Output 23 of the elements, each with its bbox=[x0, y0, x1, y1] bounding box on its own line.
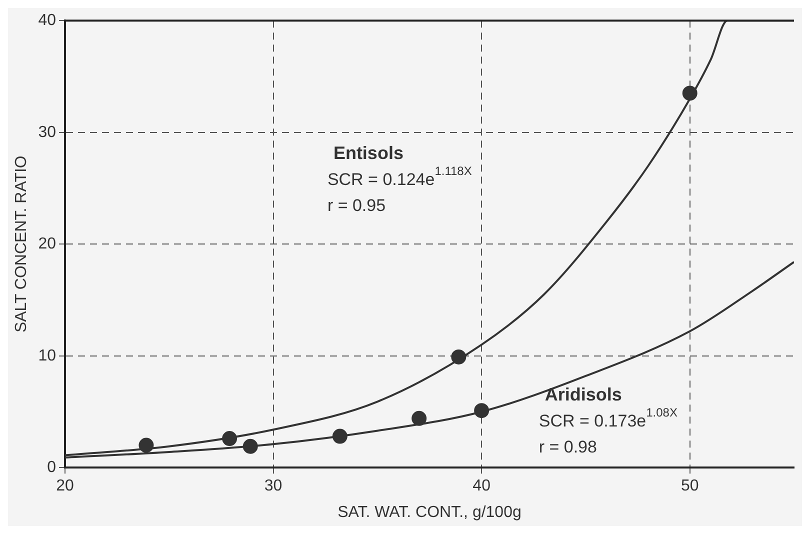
annotation: Aridisols bbox=[544, 384, 622, 405]
y-tick-label: 30 bbox=[38, 124, 56, 141]
x-tick-label: 30 bbox=[264, 478, 282, 495]
x-axis-title: SAT. WAT. CONT., g/100g bbox=[338, 504, 522, 521]
point bbox=[222, 431, 238, 446]
annotation: Entisols bbox=[333, 143, 404, 164]
x-tick-label: 20 bbox=[56, 478, 74, 495]
point bbox=[412, 410, 427, 426]
x-tick-label: 50 bbox=[680, 478, 699, 495]
annotation: r = 0.98 bbox=[538, 438, 597, 457]
point bbox=[332, 428, 348, 444]
y-tick-label: 20 bbox=[38, 236, 56, 253]
x-tick-label: 40 bbox=[472, 478, 491, 495]
y-axis-title: SALT CONCENT. RATIO bbox=[13, 156, 30, 333]
point bbox=[138, 438, 154, 453]
annotation: r = 0.95 bbox=[327, 196, 386, 216]
point bbox=[474, 403, 490, 418]
point bbox=[682, 86, 698, 101]
point bbox=[242, 438, 258, 454]
y-tick-label: 0 bbox=[47, 459, 56, 476]
point bbox=[451, 349, 466, 364]
y-tick-label: 40 bbox=[38, 12, 56, 30]
y-tick-label: 10 bbox=[38, 347, 56, 364]
